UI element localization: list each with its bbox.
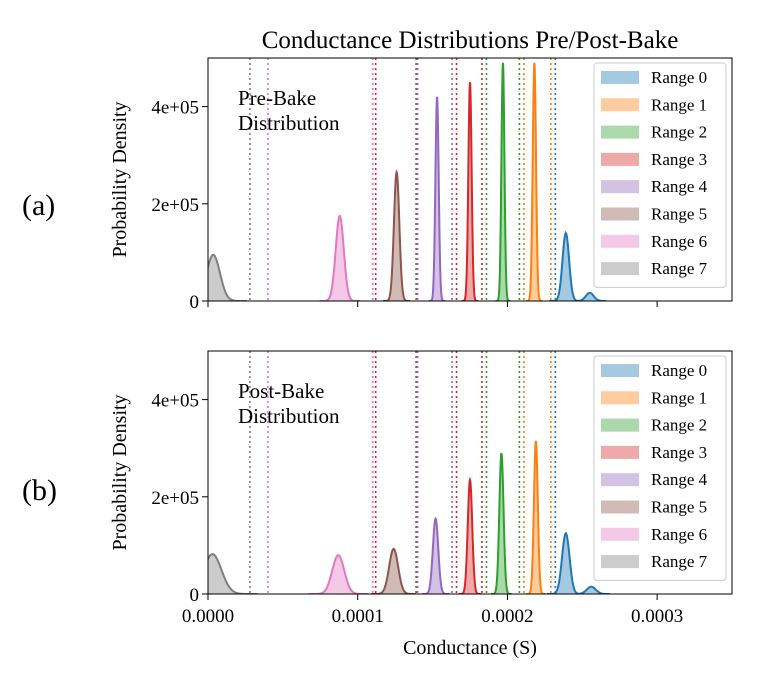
panel-a-hist-area-range-1 <box>526 62 543 301</box>
panel-b-legend-label-2: Range 2 <box>651 416 707 435</box>
panel-a-y-tick-label-2: 4e+05 <box>151 98 199 119</box>
panel-b-legend-swatch-3 <box>601 445 639 459</box>
panel-b-hist-area-range-2 <box>490 453 512 594</box>
panel-a-legend-swatch-5 <box>601 207 639 221</box>
panel-b: 0 2e+05 4e+05 0.0000 0.0001 0.0002 0.0003 Proba… <box>22 350 733 627</box>
figure-title: Conductance Distributions Pre/Post-Bake <box>262 27 679 54</box>
panel-a-label: (a) <box>22 189 55 222</box>
panel-a-legend-label-1: Range 1 <box>651 95 707 114</box>
panel-b-x-tick-label-2: 0.0002 <box>481 606 533 627</box>
panel-a-legend-label-2: Range 2 <box>651 123 707 142</box>
panel-a-legend-label-5: Range 5 <box>651 205 707 224</box>
panel-a-legend-label-6: Range 6 <box>651 232 707 251</box>
panel-b-legend: Range 0 Range 1 Range 2 Range 3 Range 4 Range… <box>593 355 727 581</box>
panel-a-legend-swatch-4 <box>601 180 639 194</box>
panel-b-annotation-line-0: Post-Bake <box>238 379 324 403</box>
panel-b-annotation-line-1: Distribution <box>238 404 340 428</box>
panel-a-legend-swatch-2 <box>601 125 639 139</box>
panel-b-legend-label-7: Range 7 <box>651 552 708 571</box>
panel-a-legend-box <box>593 62 727 288</box>
panel-a-legend-label-4: Range 4 <box>651 177 708 196</box>
panel-b-y-tick-label-0: 0 <box>190 585 200 606</box>
panel-a-kde-line-range-3 <box>461 82 479 301</box>
panel-b-legend-label-4: Range 4 <box>651 470 708 489</box>
panel-b-y-tick-label-1: 2e+05 <box>151 488 199 509</box>
panel-a-hist-area-range-3 <box>461 82 479 301</box>
panel-b-hist-area-range-0 <box>547 533 610 594</box>
panel-a-y-tick-label-0: 0 <box>190 292 200 313</box>
panel-b-hist-area-range-6 <box>308 555 369 594</box>
panel-b-legend-label-0: Range 0 <box>651 361 707 380</box>
panel-a-legend: Range 0 Range 1 Range 2 Range 3 Range 4 Range… <box>593 62 727 288</box>
panel-b-legend-swatch-0 <box>601 364 639 377</box>
panel-a-y-tick-label-1: 2e+05 <box>151 195 199 216</box>
panel-a-kde-line-range-1 <box>526 62 543 301</box>
panel-b-x-tick-label-1: 0.0001 <box>332 606 384 627</box>
panel-b-legend-swatch-7 <box>601 555 639 569</box>
panel-b-legend-box <box>593 355 727 581</box>
panel-b-x-tick-label-0: 0.0000 <box>182 606 234 627</box>
panel-a-legend-swatch-6 <box>601 234 639 248</box>
panel-a-legend-label-7: Range 7 <box>651 259 708 278</box>
panel-b-legend-swatch-2 <box>601 418 639 432</box>
panel-b-legend-swatch-4 <box>601 473 639 487</box>
panel-a-legend-swatch-3 <box>601 152 639 166</box>
panel-b-legend-swatch-5 <box>601 500 639 514</box>
panel-a-legend-label-3: Range 3 <box>651 150 707 169</box>
panel-b-label: (b) <box>22 474 57 507</box>
panel-b-x-tick-label-3: 0.0003 <box>631 606 683 627</box>
panel-b-legend-label-1: Range 1 <box>651 388 707 407</box>
panel-a-annotation-line-0: Pre-Bake <box>238 86 316 110</box>
panel-a-hist-area-range-6 <box>319 215 360 301</box>
panel-a-kde-line-range-5 <box>383 169 411 301</box>
panel-a-annotation-line-1: Distribution <box>238 111 340 135</box>
panel-a-legend-swatch-1 <box>601 98 639 112</box>
panel-a-hist-area-range-4 <box>428 96 446 301</box>
panel-b-hist-area-range-4 <box>422 518 450 594</box>
x-axis-label: Conductance (S) <box>403 637 537 659</box>
panel-b-legend-label-6: Range 6 <box>651 525 707 544</box>
panel-b-legend-label-5: Range 5 <box>651 498 707 517</box>
panel-b-kde-line-range-1 <box>526 440 546 594</box>
panel-b-hist-area-range-1 <box>526 440 546 594</box>
panel-a-legend-swatch-7 <box>601 262 639 276</box>
panel-b-hist-area-range-5 <box>371 548 417 594</box>
panel-a-legend-swatch-0 <box>601 71 639 84</box>
panel-b-axes-frame <box>207 350 733 595</box>
panel-a-y-axis-label: Probability Density <box>109 101 131 257</box>
panel-b-y-tick-label-2: 4e+05 <box>151 391 199 412</box>
panel-a-axes-frame <box>207 57 733 302</box>
panel-b-kde-line-range-2 <box>490 452 512 594</box>
panel-b-y-axis-label: Probability Density <box>109 394 131 550</box>
panel-b-legend-label-3: Range 3 <box>651 443 707 462</box>
panel-b-legend-swatch-6 <box>601 527 639 541</box>
panel-a-legend-label-0: Range 0 <box>651 68 707 87</box>
panel-a-kde-line-range-4 <box>428 96 446 301</box>
panel-a-kde-line-range-2 <box>495 62 511 301</box>
panel-a: 0 2e+05 4e+05 Probability Density (a) Pre-Bak… <box>22 57 733 313</box>
panel-b-legend-swatch-1 <box>601 391 639 405</box>
panel-a-hist-area-range-2 <box>495 62 511 301</box>
panel-a-hist-area-range-5 <box>383 172 411 301</box>
panel-b-hist-area-range-3 <box>458 479 482 594</box>
panel-b-hist-area-range-7 <box>208 554 258 594</box>
